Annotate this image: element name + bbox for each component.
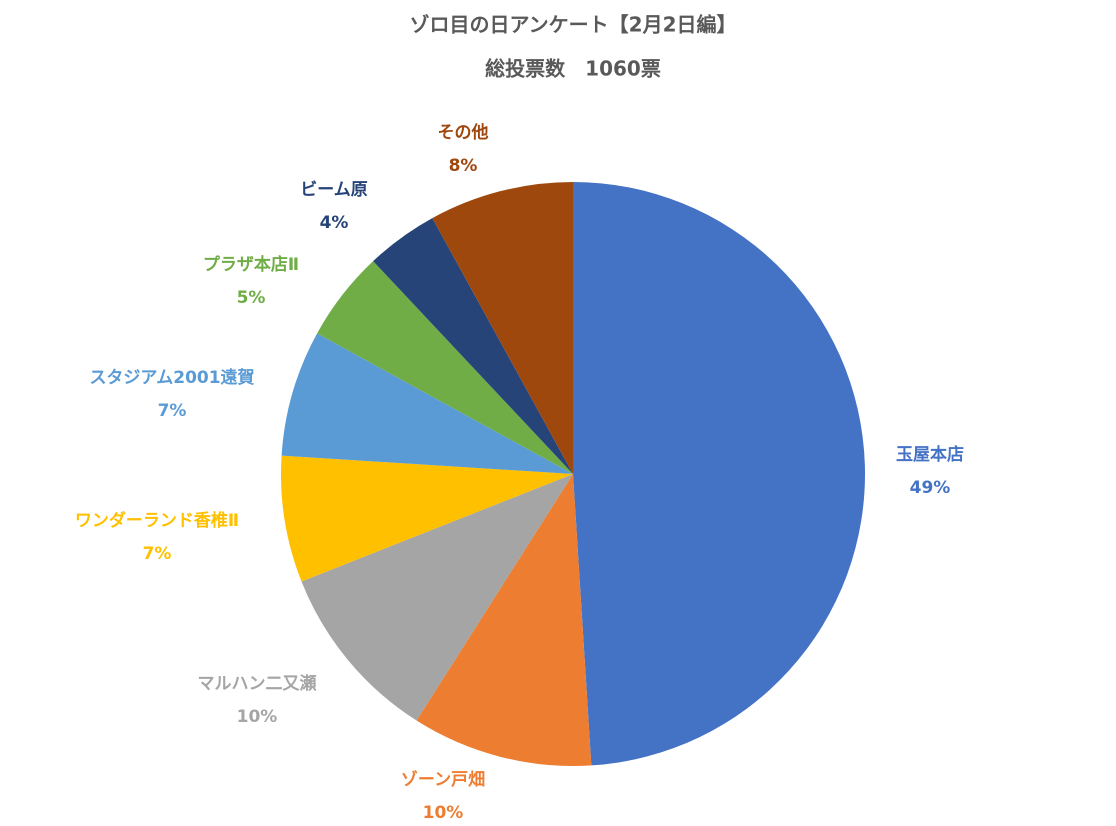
category-label: ビーム原 [300, 180, 368, 200]
pie-slice [301, 474, 573, 721]
pie-slice [432, 182, 573, 474]
chart-title: ゾロ目の日アンケート【2月2日編】 [409, 13, 736, 37]
category-label: プラザ本店Ⅱ [203, 254, 299, 275]
pie-slice [573, 182, 866, 766]
pie-slice [281, 455, 573, 582]
value-label: 4% [320, 213, 349, 233]
pie-slice [416, 474, 592, 766]
pie-slice [281, 333, 573, 474]
value-label: 10% [237, 707, 278, 727]
value-label: 5% [237, 288, 266, 308]
value-label: 8% [449, 156, 478, 176]
chart-subtitle: 総投票数 1060票 [485, 57, 661, 81]
category-label: その他 [438, 122, 489, 143]
category-label: スタジアム2001遠賀 [89, 368, 254, 388]
category-label: ゾーン戸畑 [401, 770, 485, 790]
category-label: マルハン二又瀬 [198, 674, 317, 694]
value-label: 7% [158, 401, 187, 421]
pie-slice [317, 261, 573, 474]
category-label: 玉屋本店 [896, 444, 964, 465]
value-label: 49% [910, 478, 951, 498]
value-label: 7% [143, 544, 172, 564]
pie-slice [373, 218, 573, 474]
category-label: ワンダーランド香椎Ⅱ [75, 510, 239, 531]
value-label: 10% [423, 803, 464, 823]
